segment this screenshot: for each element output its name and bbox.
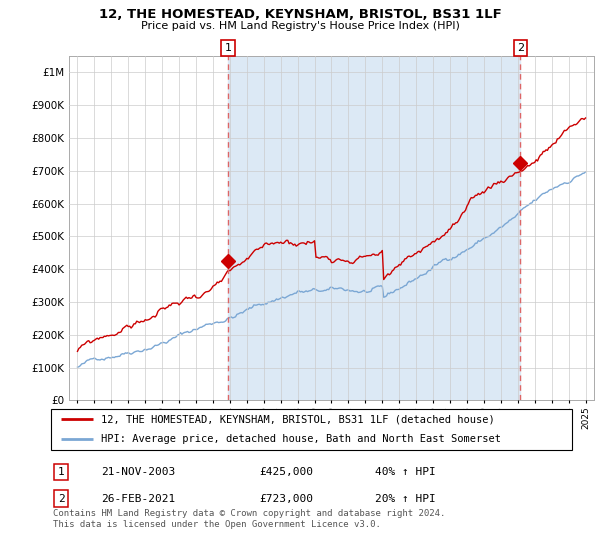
Text: 2: 2 [517, 43, 524, 53]
Text: 26-FEB-2021: 26-FEB-2021 [101, 494, 175, 504]
Text: 12, THE HOMESTEAD, KEYNSHAM, BRISTOL, BS31 1LF (detached house): 12, THE HOMESTEAD, KEYNSHAM, BRISTOL, BS… [101, 414, 494, 424]
Text: 2: 2 [58, 494, 65, 504]
Text: £425,000: £425,000 [259, 467, 313, 477]
FancyBboxPatch shape [50, 409, 572, 450]
Bar [228, 56, 520, 400]
Text: HPI: Average price, detached house, Bath and North East Somerset: HPI: Average price, detached house, Bath… [101, 434, 501, 444]
Text: 21-NOV-2003: 21-NOV-2003 [101, 467, 175, 477]
Text: 20% ↑ HPI: 20% ↑ HPI [376, 494, 436, 504]
Text: Price paid vs. HM Land Registry's House Price Index (HPI): Price paid vs. HM Land Registry's House … [140, 21, 460, 31]
Text: 12, THE HOMESTEAD, KEYNSHAM, BRISTOL, BS31 1LF: 12, THE HOMESTEAD, KEYNSHAM, BRISTOL, BS… [98, 8, 502, 21]
Text: £723,000: £723,000 [259, 494, 313, 504]
Text: 40% ↑ HPI: 40% ↑ HPI [376, 467, 436, 477]
Text: 1: 1 [58, 467, 65, 477]
Text: Contains HM Land Registry data © Crown copyright and database right 2024.
This d: Contains HM Land Registry data © Crown c… [53, 509, 446, 529]
Text: 1: 1 [224, 43, 232, 53]
